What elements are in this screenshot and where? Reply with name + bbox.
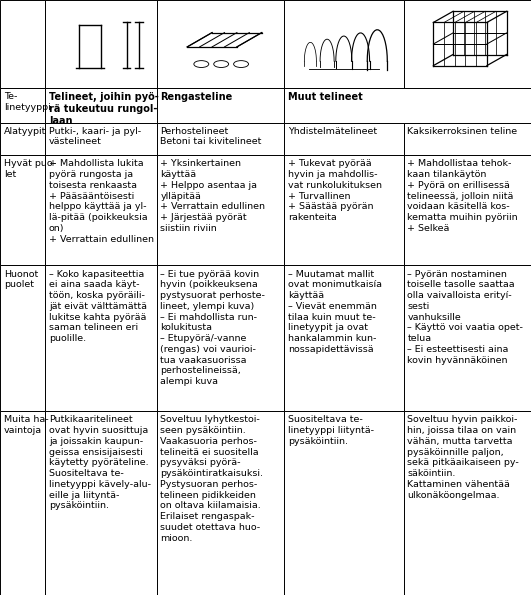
- Bar: [0, 123, 45, 155]
- Text: – Muutamat mallit
ovat monimutkaisía
käyttää
– Vievät enemmän
tilaa kuin muut te: – Muutamat mallit ovat monimutkaisía käy…: [288, 270, 382, 354]
- Bar: [0, 0, 45, 88]
- Text: Perhostelineet
Betoni tai kivitelineet: Perhostelineet Betoni tai kivitelineet: [160, 127, 262, 146]
- Bar: [284, 88, 531, 123]
- Text: Muita ha-
vaintoja: Muita ha- vaintoja: [4, 415, 48, 435]
- Text: Putkikaaritelineet
ovat hyvin suosittuja
ja joissakin kaupun-
geissa ensisijaise: Putkikaaritelineet ovat hyvin suosittuja…: [49, 415, 151, 511]
- Bar: [157, 411, 284, 595]
- Bar: [0, 411, 45, 595]
- Bar: [45, 155, 157, 265]
- Bar: [404, 265, 531, 411]
- Bar: [45, 123, 157, 155]
- Bar: [157, 123, 284, 155]
- Bar: [284, 123, 404, 155]
- Text: Suositeltava te-
linetyyppi liityntä-
pysäköintiin.: Suositeltava te- linetyyppi liityntä- py…: [288, 415, 374, 446]
- Text: Telineet, joihin pyö-
rä tukeutuu rungol-
laan: Telineet, joihin pyö- rä tukeutuu rungol…: [49, 92, 159, 126]
- Text: Yhdistelmätelineet: Yhdistelmätelineet: [288, 127, 377, 136]
- Bar: [404, 155, 531, 265]
- Text: Huonot
puolet: Huonot puolet: [4, 270, 38, 289]
- Bar: [45, 265, 157, 411]
- Text: Soveltuu lyhytkestoi-
seen pysäköintiin.
Vaakasuoria perhos-
telineitä ei suosit: Soveltuu lyhytkestoi- seen pysäköintiin.…: [160, 415, 263, 543]
- Bar: [0, 265, 45, 411]
- Text: + Tukevat pyörää
hyvin ja mahdollis-
vat runkolukituksen
+ Turvallinen
+ Säästää: + Tukevat pyörää hyvin ja mahdollis- vat…: [288, 159, 382, 222]
- Bar: [45, 411, 157, 595]
- Text: Alatyypit: Alatyypit: [4, 127, 46, 136]
- Text: Soveltuu hyvin paikkoi-
hin, joissa tilaa on vain
vähän, mutta tarvetta
pysäköin: Soveltuu hyvin paikkoi- hin, joissa tila…: [407, 415, 519, 500]
- Text: Rengasteline: Rengasteline: [160, 92, 233, 102]
- Text: – Koko kapasiteettia
ei aina saada käyt-
töön, koska pyöräili-
jät eivät välttäm: – Koko kapasiteettia ei aina saada käyt-…: [49, 270, 147, 343]
- Text: + Mahdollista lukita
pyörä rungosta ja
toisesta renkaasta
+ Pääsääntöisesti
help: + Mahdollista lukita pyörä rungosta ja t…: [49, 159, 154, 244]
- Text: Putki-, kaari- ja pyl-
västelineet: Putki-, kaari- ja pyl- västelineet: [49, 127, 141, 146]
- Bar: [404, 411, 531, 595]
- Text: Muut telineet: Muut telineet: [288, 92, 363, 102]
- Bar: [0, 88, 45, 123]
- Bar: [284, 155, 404, 265]
- Bar: [404, 0, 531, 88]
- Text: Te-
linetyyppi: Te- linetyyppi: [4, 92, 50, 112]
- Text: Kaksikerroksinen teline: Kaksikerroksinen teline: [407, 127, 517, 136]
- Bar: [45, 88, 157, 123]
- Text: + Mahdollistaa tehok-
kaan tilankäytön
+ Pyörä on erillisessä
telineessä, jolloi: + Mahdollistaa tehok- kaan tilankäytön +…: [407, 159, 518, 233]
- Text: + Yksinkertainen
käyttää
+ Helppo asentaa ja
ylläpitää
+ Verrattain edullinen
+ : + Yksinkertainen käyttää + Helppo asenta…: [160, 159, 266, 233]
- Bar: [284, 0, 404, 88]
- Bar: [157, 88, 284, 123]
- Bar: [284, 411, 404, 595]
- Bar: [45, 0, 157, 88]
- Bar: [157, 0, 284, 88]
- Bar: [157, 155, 284, 265]
- Text: Hyvät puo-
let: Hyvät puo- let: [4, 159, 56, 179]
- Text: – Pyörän nostaminen
toiselle tasolle saattaa
olla vaivalloista erityí-
sesti
van: – Pyörän nostaminen toiselle tasolle saa…: [407, 270, 523, 365]
- Bar: [0, 155, 45, 265]
- Bar: [157, 265, 284, 411]
- Text: – Ei tue pyörää kovin
hyvin (poikkeuksena
pystysuorat perhoste-
lineet, ylempi k: – Ei tue pyörää kovin hyvin (poikkeuksen…: [160, 270, 266, 386]
- Bar: [404, 123, 531, 155]
- Bar: [284, 265, 404, 411]
